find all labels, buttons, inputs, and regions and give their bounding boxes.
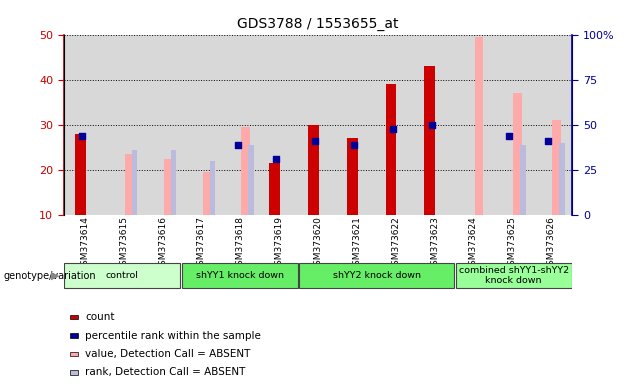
Bar [552, 120, 561, 215]
Text: value, Detection Call = ABSENT: value, Detection Call = ABSENT [85, 349, 251, 359]
Bar [132, 150, 137, 215]
Text: shYY1 knock down: shYY1 knock down [196, 271, 284, 280]
Text: count: count [85, 312, 114, 322]
Bar [125, 154, 134, 215]
Text: shYY2 knock down: shYY2 knock down [333, 271, 420, 280]
Point [543, 137, 553, 144]
Point [233, 142, 243, 148]
Point [349, 142, 359, 148]
Bar [182, 263, 298, 288]
Bar [269, 163, 280, 215]
Point [388, 126, 398, 132]
Bar [64, 263, 180, 288]
Bar [385, 84, 396, 215]
Bar [242, 127, 250, 215]
Bar [308, 125, 319, 215]
Bar [474, 37, 483, 215]
Bar [520, 145, 526, 215]
Bar [456, 263, 572, 288]
Point [310, 137, 321, 144]
Bar [559, 143, 565, 215]
Text: percentile rank within the sample: percentile rank within the sample [85, 331, 261, 341]
Text: ▶: ▶ [51, 270, 59, 281]
Bar [249, 145, 254, 215]
Bar [203, 172, 211, 215]
Bar [347, 138, 357, 215]
Text: control: control [106, 271, 139, 280]
Text: genotype/variation: genotype/variation [3, 270, 96, 281]
Bar [210, 161, 215, 215]
Bar [75, 134, 86, 215]
Bar [513, 93, 522, 215]
Bar [424, 66, 435, 215]
Text: combined shYY1-shYY2
knock down: combined shYY1-shYY2 knock down [459, 266, 569, 285]
Point [272, 156, 282, 162]
Bar [164, 159, 172, 215]
Point [504, 133, 515, 139]
Text: rank, Detection Call = ABSENT: rank, Detection Call = ABSENT [85, 367, 245, 377]
Bar [299, 263, 454, 288]
Title: GDS3788 / 1553655_at: GDS3788 / 1553655_at [237, 17, 399, 31]
Bar [171, 150, 176, 215]
Point [77, 133, 87, 139]
Point [427, 122, 437, 128]
